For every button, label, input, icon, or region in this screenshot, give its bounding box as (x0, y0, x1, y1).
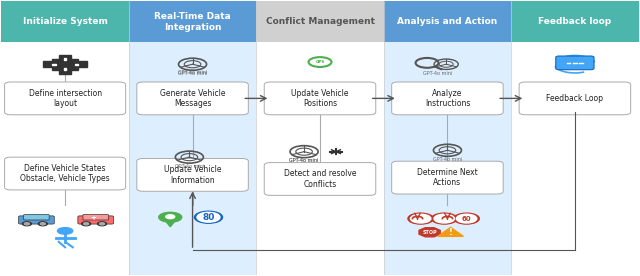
Text: +: + (90, 215, 96, 221)
Text: GPT-4o mini: GPT-4o mini (433, 157, 462, 162)
FancyBboxPatch shape (256, 1, 384, 43)
FancyBboxPatch shape (511, 1, 639, 43)
Text: GPT-4o mini: GPT-4o mini (289, 158, 319, 163)
FancyBboxPatch shape (556, 56, 594, 70)
Bar (59, 55, 72, 74)
Circle shape (84, 223, 89, 225)
Text: Analyze
Instructions: Analyze Instructions (425, 89, 470, 108)
Text: STOP: STOP (422, 230, 437, 235)
Circle shape (410, 214, 431, 223)
Text: Detect and resolve
Conflicts: Detect and resolve Conflicts (284, 169, 356, 189)
Text: Define intersection
layout: Define intersection layout (29, 89, 102, 108)
Circle shape (58, 228, 73, 234)
Text: Update Vehicle
Information: Update Vehicle Information (164, 165, 221, 185)
Bar (43, 62, 88, 67)
FancyBboxPatch shape (1, 43, 129, 275)
FancyBboxPatch shape (384, 43, 511, 275)
FancyBboxPatch shape (137, 158, 248, 191)
FancyBboxPatch shape (4, 82, 125, 115)
Circle shape (24, 223, 29, 225)
FancyBboxPatch shape (264, 82, 376, 115)
Text: Update Vehicle
Positions: Update Vehicle Positions (291, 89, 349, 108)
Text: Conflict Management: Conflict Management (266, 17, 374, 26)
FancyBboxPatch shape (19, 216, 54, 224)
Text: !: ! (449, 228, 452, 237)
FancyBboxPatch shape (392, 161, 503, 194)
Bar (52, 64, 56, 65)
Polygon shape (163, 217, 178, 227)
Circle shape (197, 212, 220, 222)
Circle shape (166, 215, 175, 219)
Text: GPT-4o mini: GPT-4o mini (178, 71, 207, 76)
FancyBboxPatch shape (264, 163, 376, 195)
Text: Initialize System: Initialize System (22, 17, 108, 26)
Text: Feedback loop: Feedback loop (538, 17, 611, 26)
Circle shape (40, 223, 45, 225)
Circle shape (456, 214, 477, 223)
Text: Determine Next
Actions: Determine Next Actions (417, 168, 478, 187)
Circle shape (82, 222, 91, 226)
Text: Real-Time Data
Integration: Real-Time Data Integration (154, 12, 231, 31)
FancyBboxPatch shape (83, 214, 108, 220)
FancyBboxPatch shape (519, 82, 630, 115)
Bar (75, 64, 79, 65)
FancyBboxPatch shape (256, 43, 384, 275)
Bar (52, 59, 78, 70)
Circle shape (454, 213, 479, 224)
Circle shape (195, 211, 223, 223)
Text: 60: 60 (461, 216, 472, 222)
Circle shape (100, 223, 104, 225)
FancyBboxPatch shape (78, 216, 113, 224)
Circle shape (408, 213, 433, 224)
Circle shape (22, 222, 31, 226)
Circle shape (38, 222, 47, 226)
Bar (64, 59, 67, 60)
Text: Analysis and Action: Analysis and Action (397, 17, 497, 26)
Circle shape (431, 213, 457, 224)
FancyBboxPatch shape (511, 43, 639, 275)
Text: GPS: GPS (316, 60, 324, 64)
Bar (64, 68, 67, 70)
Text: Feedback Loop: Feedback Loop (547, 94, 604, 103)
Text: GPT-4o mini: GPT-4o mini (175, 164, 204, 169)
FancyBboxPatch shape (24, 214, 49, 220)
FancyBboxPatch shape (384, 1, 511, 43)
Text: GPT-4o mini: GPT-4o mini (289, 158, 319, 163)
Text: GPT-4o mini: GPT-4o mini (423, 71, 452, 76)
FancyBboxPatch shape (392, 82, 503, 115)
FancyBboxPatch shape (4, 157, 125, 190)
Circle shape (98, 222, 106, 226)
Polygon shape (438, 227, 463, 236)
Circle shape (434, 214, 454, 223)
FancyBboxPatch shape (137, 82, 248, 115)
Circle shape (159, 212, 182, 222)
Text: Generate Vehicle
Messages: Generate Vehicle Messages (160, 89, 225, 108)
Text: 80: 80 (202, 213, 214, 222)
Text: GPT-4o mini: GPT-4o mini (178, 70, 207, 75)
Text: Define Vehicle States
Obstacle, Vehicle Types: Define Vehicle States Obstacle, Vehicle … (20, 164, 110, 183)
FancyBboxPatch shape (129, 43, 256, 275)
FancyBboxPatch shape (1, 1, 129, 43)
FancyBboxPatch shape (129, 1, 256, 43)
